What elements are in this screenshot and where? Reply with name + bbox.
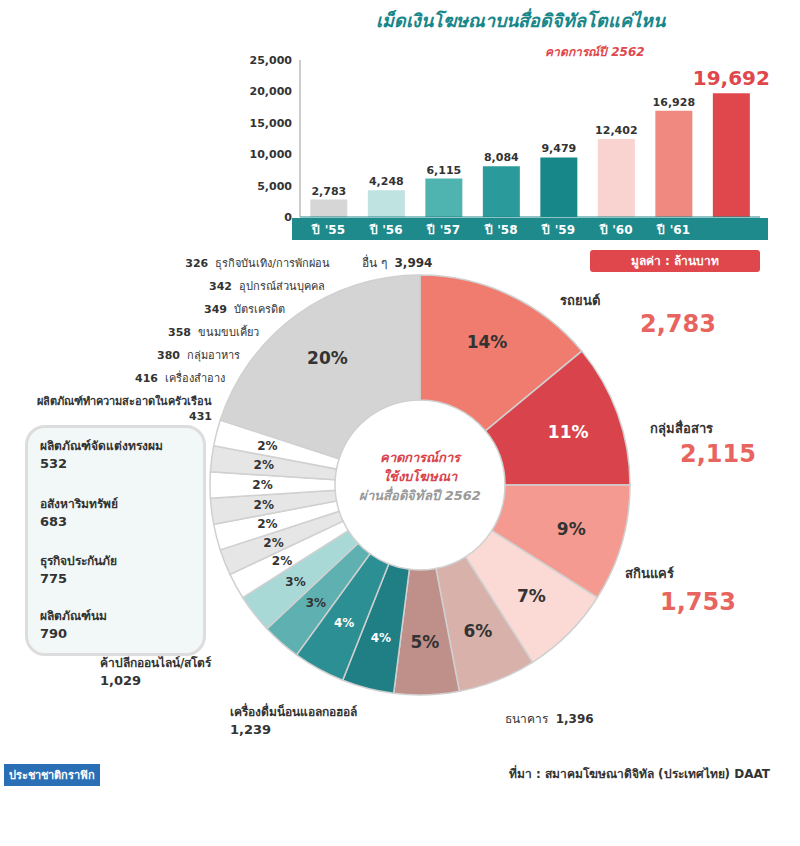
html-text:บัตรเครดิต: บัตรเครดิต — [234, 303, 285, 316]
html-text:ขนมขบเคี้ยว: ขนมขบเคี้ยว — [198, 326, 259, 339]
html-text:1,753: 1,753 — [660, 588, 736, 616]
svg-text:3%: 3% — [285, 575, 305, 589]
html-text:กลุ่มสื่อสาร: กลุ่มสื่อสาร — [650, 421, 713, 436]
html-text:สกินแคร์: สกินแคร์ — [625, 566, 674, 581]
html-text:กลุ่มอาหาร: กลุ่มอาหาร — [187, 349, 240, 362]
html-text:342: 342 — [209, 280, 232, 293]
html-text:อสังหาริมทรัพย์: อสังหาริมทรัพย์ — [40, 497, 118, 511]
html-text:ที่มา : สมาคมโฆษณาดิจิทัล (ประ: ที่มา : สมาคมโฆษณาดิจิทัล (ประเทศไทย) DA… — [508, 767, 770, 781]
svg-text:2%: 2% — [263, 536, 283, 550]
svg-text:2%: 2% — [272, 554, 292, 568]
svg-text:ปี '58: ปี '58 — [484, 223, 518, 237]
html-text:อื่น ๆ: อื่น ๆ — [362, 256, 387, 270]
html-text:532: 532 — [40, 456, 68, 471]
svg-text:7%: 7% — [517, 586, 546, 606]
html-text:เครื่องดื่มน็อนแอลกอฮอล์: เครื่องดื่มน็อนแอลกอฮอล์ — [230, 705, 357, 719]
html-text:เครื่องสำอาง: เครื่องสำอาง — [165, 372, 225, 385]
html-text:ธนาคาร: ธนาคาร — [505, 712, 548, 726]
svg-text:ปี '56: ปี '56 — [369, 223, 403, 237]
svg-text:12,402: 12,402 — [595, 124, 637, 137]
html-text:รถยนต์: รถยนต์ — [560, 293, 600, 308]
html-text:ประชาชาติกราฟิก: ประชาชาติกราฟิก — [9, 769, 95, 782]
svg-text:ปี '55: ปี '55 — [311, 223, 345, 237]
svg-text:4%: 4% — [371, 631, 391, 645]
svg-text:6,115: 6,115 — [426, 164, 461, 177]
html-text:1,029: 1,029 — [100, 673, 142, 688]
html-text:ผลิตภัณฑ์นม: ผลิตภัณฑ์นม — [40, 609, 107, 623]
html-text:ค้าปลีกออนไลน์/สโตร์: ค้าปลีกออนไลน์/สโตร์ — [100, 656, 212, 670]
html-text:683: 683 — [40, 514, 68, 529]
svg-text:19,692: 19,692 — [693, 66, 770, 90]
html-text:416: 416 — [135, 372, 158, 385]
html-text:คาดการณ์การ: คาดการณ์การ — [380, 450, 460, 465]
html-text:3,994: 3,994 — [394, 256, 433, 270]
html-text:ธุรกิจบันเทิง/การพักผ่อน: ธุรกิจบันเทิง/การพักผ่อน — [215, 257, 330, 270]
svg-text:5,000: 5,000 — [257, 180, 292, 193]
svg-text:ปี '61: ปี '61 — [656, 223, 690, 237]
html-text:ใช้งบโฆษณา: ใช้งบโฆษณา — [383, 469, 457, 484]
html-text:คาดการณ์ปี 2562: คาดการณ์ปี 2562 — [545, 45, 645, 59]
svg-text:8,084: 8,084 — [484, 151, 519, 164]
svg-text:5%: 5% — [411, 632, 440, 652]
html-text:อุปกรณ์ส่วนบุคคล: อุปกรณ์ส่วนบุคคล — [239, 280, 325, 293]
svg-text:4%: 4% — [334, 616, 354, 630]
html-text:431: 431 — [189, 410, 212, 423]
svg-text:2,783: 2,783 — [311, 185, 346, 198]
svg-text:9%: 9% — [557, 519, 586, 539]
html-text:ธุรกิจประกันภัย: ธุรกิจประกันภัย — [40, 554, 117, 568]
svg-text:11%: 11% — [548, 422, 589, 442]
svg-text:ปี '60: ปี '60 — [599, 223, 633, 237]
svg-text:0: 0 — [284, 211, 292, 224]
svg-text:9,479: 9,479 — [541, 142, 576, 155]
html-text:790: 790 — [40, 626, 68, 641]
svg-text:4,248: 4,248 — [369, 175, 404, 188]
html-text:มูลค่า : ล้านบาท: มูลค่า : ล้านบาท — [630, 254, 720, 268]
svg-text:10,000: 10,000 — [250, 148, 292, 161]
svg-text:15,000: 15,000 — [250, 117, 292, 130]
html-text:358: 358 — [168, 326, 191, 339]
html-text:ผลิตภัณฑ์จัดแต่งทรงผม: ผลิตภัณฑ์จัดแต่งทรงผม — [40, 439, 163, 453]
svg-text:14%: 14% — [467, 332, 508, 352]
html-text:2,115: 2,115 — [680, 440, 756, 468]
svg-text:ปี '59: ปี '59 — [541, 223, 575, 237]
html-text:1,239: 1,239 — [230, 722, 272, 737]
html-text:380: 380 — [157, 349, 180, 362]
svg-text:2%: 2% — [252, 478, 272, 492]
html-text:ผลิตภัณฑ์ทำความสะอาดในครัวเรือ: ผลิตภัณฑ์ทำความสะอาดในครัวเรือน — [37, 395, 212, 408]
svg-text:16,928: 16,928 — [653, 96, 695, 109]
svg-text:20,000: 20,000 — [250, 85, 292, 98]
svg-text:3%: 3% — [306, 596, 326, 610]
svg-text:6%: 6% — [464, 621, 493, 641]
html-text:ผ่านสื่อดิจิทัลปี 2562: ผ่านสื่อดิจิทัลปี 2562 — [359, 488, 481, 503]
svg-text:ปี '57: ปี '57 — [426, 223, 460, 237]
svg-text:2%: 2% — [254, 498, 274, 512]
html-text:2,783: 2,783 — [640, 310, 716, 338]
html-text:775: 775 — [40, 571, 68, 586]
svg-text:25,000: 25,000 — [250, 54, 292, 67]
svg-text:2%: 2% — [254, 458, 274, 472]
html-text:349: 349 — [204, 303, 227, 316]
svg-text:2%: 2% — [257, 517, 277, 531]
svg-text:2%: 2% — [257, 439, 277, 453]
svg-text:20%: 20% — [307, 348, 348, 368]
html-text:เม็ดเงินโฆษณาบนสื่อดิจิทัลโตแค: เม็ดเงินโฆษณาบนสื่อดิจิทัลโตแค่ไหน — [375, 10, 665, 31]
html-text:326: 326 — [185, 257, 209, 270]
html-text:1,396: 1,396 — [555, 712, 594, 726]
